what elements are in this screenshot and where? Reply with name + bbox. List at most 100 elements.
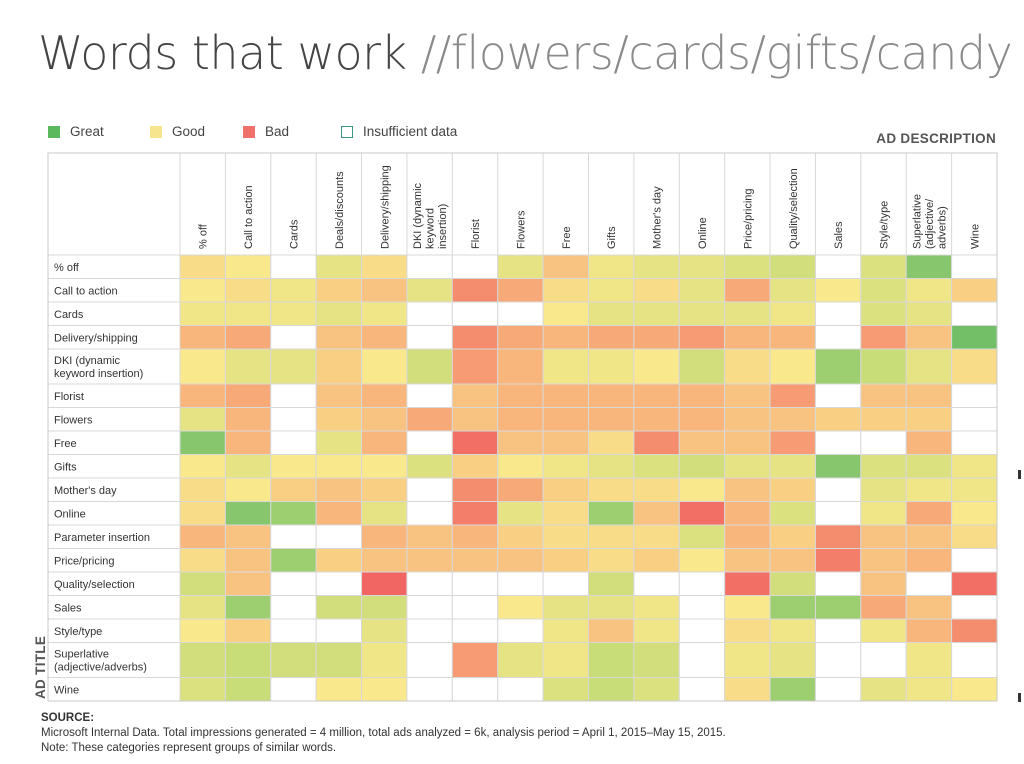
heatmap-cell bbox=[724, 595, 771, 620]
heatmap-cell bbox=[224, 595, 272, 620]
heatmap-cell bbox=[406, 501, 453, 526]
heatmap-cell bbox=[542, 571, 589, 596]
heatmap-cell bbox=[224, 254, 272, 279]
heatmap-cell bbox=[179, 454, 226, 479]
heatmap-cell bbox=[905, 325, 953, 350]
heatmap-cell bbox=[769, 642, 816, 678]
heatmap-cell bbox=[678, 618, 726, 643]
heatmap-cell bbox=[315, 383, 363, 408]
heatmap-cell bbox=[814, 430, 862, 455]
heatmap-cell bbox=[905, 348, 953, 385]
heatmap-cell bbox=[497, 548, 544, 573]
heatmap-cell bbox=[315, 477, 363, 502]
heatmap-cell bbox=[542, 383, 589, 408]
heatmap-cell bbox=[814, 254, 862, 279]
heatmap-cell bbox=[678, 595, 726, 620]
heatmap-cell bbox=[270, 595, 317, 620]
heatmap-cell bbox=[497, 501, 544, 526]
heatmap-cell bbox=[270, 501, 317, 526]
heatmap-cell bbox=[724, 677, 771, 702]
column-label-florist: Florist bbox=[470, 219, 482, 249]
heatmap-cell bbox=[361, 477, 408, 502]
heatmap-cell bbox=[451, 501, 499, 526]
heatmap-cell bbox=[361, 501, 408, 526]
row-label-sales: Sales bbox=[54, 602, 82, 614]
heatmap-cell bbox=[179, 278, 226, 303]
heatmap-cell bbox=[179, 407, 226, 432]
heatmap-cell bbox=[270, 454, 317, 479]
heatmap-cell bbox=[860, 383, 907, 408]
heatmap-cell bbox=[179, 501, 226, 526]
heatmap-cell bbox=[542, 301, 589, 326]
heatmap-cell bbox=[224, 383, 272, 408]
heatmap-cell bbox=[588, 454, 635, 479]
heatmap-cell bbox=[224, 524, 272, 549]
heatmap-cell bbox=[179, 254, 226, 279]
heatmap-cell bbox=[860, 524, 907, 549]
heatmap-cell bbox=[406, 677, 453, 702]
heatmap-cell bbox=[361, 430, 408, 455]
legend-swatch-bad bbox=[243, 125, 255, 138]
heatmap-cell bbox=[361, 677, 408, 702]
heatmap-cell bbox=[224, 430, 272, 455]
heatmap-cell bbox=[361, 571, 408, 596]
heatmap-cell bbox=[179, 430, 226, 455]
heatmap-cell bbox=[814, 595, 862, 620]
heatmap-cell bbox=[361, 548, 408, 573]
heatmap-cell bbox=[951, 477, 998, 502]
heatmap-cell bbox=[224, 501, 272, 526]
legend-item-insufficient: Insufficient data bbox=[341, 124, 457, 139]
heatmap-cell bbox=[860, 677, 907, 702]
heatmap-cell bbox=[497, 254, 544, 279]
heatmap-cell bbox=[451, 595, 499, 620]
heatmap-cell bbox=[224, 642, 272, 678]
heatmap-cell bbox=[905, 571, 953, 596]
heatmap-cell bbox=[588, 677, 635, 702]
heatmap-cell bbox=[814, 642, 862, 678]
row-label-mother-s-day: Mother's day bbox=[54, 485, 117, 497]
heatmap-cell bbox=[905, 407, 953, 432]
row-label-delivery-shipping: Delivery/shipping bbox=[54, 332, 138, 344]
heatmap-cell bbox=[497, 677, 544, 702]
heatmap-cell bbox=[860, 548, 907, 573]
legend-item-great: Great bbox=[48, 124, 104, 139]
heatmap-cell bbox=[633, 430, 680, 455]
heatmap-cell bbox=[224, 278, 272, 303]
heatmap-cell bbox=[769, 278, 816, 303]
heatmap-cell bbox=[633, 571, 680, 596]
heatmap-cell bbox=[588, 383, 635, 408]
column-label-sales: Sales bbox=[833, 221, 845, 249]
heatmap-cell bbox=[315, 524, 363, 549]
heatmap-cell bbox=[406, 548, 453, 573]
heatmap-cell bbox=[769, 501, 816, 526]
heatmap-cell bbox=[406, 524, 453, 549]
heatmap-cell bbox=[905, 454, 953, 479]
heatmap-cell bbox=[451, 524, 499, 549]
heatmap-cell bbox=[451, 618, 499, 643]
heatmap-cell bbox=[769, 454, 816, 479]
heatmap-cell bbox=[951, 325, 998, 350]
heatmap-cell bbox=[270, 407, 317, 432]
heatmap-cell bbox=[315, 348, 363, 385]
source-line-1: Microsoft Internal Data. Total impressio… bbox=[41, 727, 726, 739]
heatmap-cell bbox=[860, 642, 907, 678]
column-label-online: Online bbox=[697, 217, 709, 249]
heatmap-cell bbox=[588, 642, 635, 678]
heatmap-cell bbox=[270, 348, 317, 385]
heatmap-cell bbox=[270, 642, 317, 678]
column-label-style-type: Style/type bbox=[879, 201, 891, 249]
heatmap-cell bbox=[633, 325, 680, 350]
heatmap-cell bbox=[678, 477, 726, 502]
legend-swatch-good bbox=[150, 125, 162, 138]
heatmap-cell bbox=[724, 325, 771, 350]
source-note: SOURCE: Microsoft Internal Data. Total i… bbox=[41, 711, 726, 756]
heatmap-cell bbox=[542, 595, 589, 620]
heatmap-cell bbox=[724, 348, 771, 385]
heatmap-cell bbox=[406, 301, 453, 326]
heatmap-cell bbox=[814, 677, 862, 702]
heatmap-cell bbox=[361, 618, 408, 643]
heatmap-cell bbox=[951, 571, 998, 596]
heatmap-cell bbox=[724, 501, 771, 526]
heatmap-cell bbox=[724, 254, 771, 279]
heatmap-cell bbox=[860, 454, 907, 479]
